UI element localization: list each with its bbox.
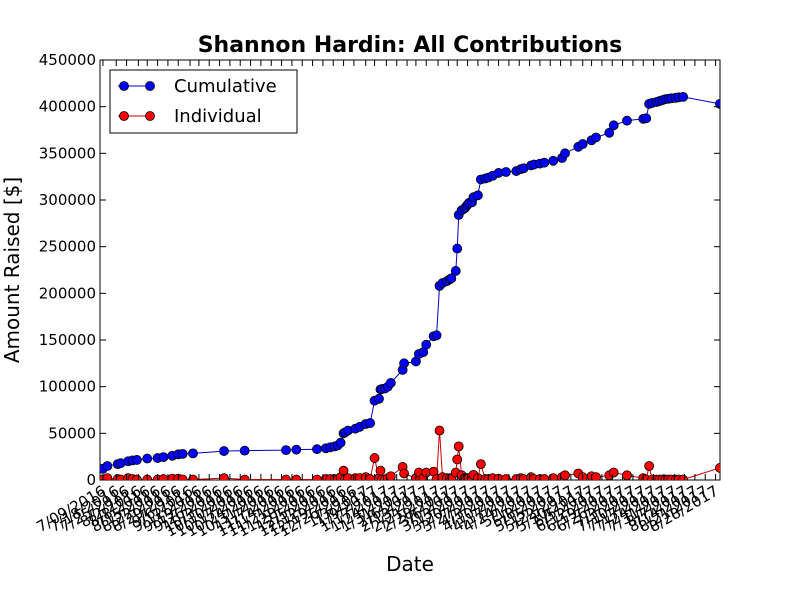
point-individual: [434, 425, 445, 436]
legend-label-individual: Individual: [174, 106, 262, 127]
point-individual: [385, 471, 396, 480]
point-cumulative: [641, 113, 652, 124]
point-cumulative: [421, 339, 432, 350]
y-tick-label: 300000: [39, 191, 96, 209]
point-cumulative: [678, 91, 688, 102]
point-cumulative: [548, 155, 559, 166]
point-cumulative: [177, 448, 188, 459]
legend-marker-cumulative: [119, 81, 129, 91]
point-cumulative: [431, 330, 442, 341]
point-individual: [369, 453, 380, 463]
x-axis-label: Date: [386, 552, 434, 576]
y-tick-label: 100000: [39, 378, 96, 396]
legend-marker-individual: [119, 111, 129, 121]
point-cumulative: [385, 378, 396, 388]
y-tick-label: 50000: [48, 424, 96, 442]
y-axis-ticks: 0 50000 100000 150000 200000 250000 300000 3500…: [39, 51, 720, 489]
point-cumulative: [560, 148, 570, 159]
point-cumulative: [472, 190, 483, 201]
point-cumulative: [291, 444, 302, 455]
point-cumulative: [188, 448, 198, 459]
point-individual: [644, 461, 655, 471]
axes-frame: [99, 59, 721, 481]
chart-title: Shannon Hardin: All Contributions: [198, 33, 623, 58]
point-individual: [375, 465, 386, 476]
point-cumulative: [450, 266, 461, 276]
point-cumulative: [501, 167, 511, 177]
point-cumulative: [604, 127, 615, 138]
legend-marker-individual-end: [145, 111, 155, 121]
point-cumulative: [452, 243, 463, 254]
point-individual: [132, 474, 142, 480]
legend-label-cumulative: Cumulative: [174, 76, 277, 97]
point-individual: [678, 474, 688, 480]
point-individual: [475, 459, 486, 470]
point-individual: [188, 474, 198, 480]
point-cumulative: [142, 453, 153, 464]
legend: Cumulative Individual: [109, 69, 298, 134]
point-individual: [501, 474, 511, 480]
point-cumulative: [715, 98, 720, 109]
point-individual: [622, 470, 632, 480]
point-cumulative: [281, 445, 291, 456]
point-individual: [453, 441, 464, 452]
point-cumulative: [539, 157, 550, 168]
point-cumulative: [622, 115, 632, 126]
point-cumulative: [374, 393, 384, 404]
point-cumulative: [335, 437, 346, 448]
point-cumulative: [446, 273, 457, 284]
point-cumulative: [365, 418, 376, 428]
y-tick-label: 450000: [39, 51, 96, 69]
y-axis-label: Amount Raised [$]: [0, 177, 24, 363]
point-cumulative: [312, 444, 322, 455]
y-tick-label: 0: [86, 471, 96, 489]
y-tick-label: 200000: [39, 284, 96, 302]
legend-marker-cumulative-end: [145, 81, 155, 91]
point-individual: [399, 468, 410, 479]
plot-area: [99, 59, 721, 481]
legend-box: [109, 69, 298, 134]
point-cumulative: [577, 139, 588, 149]
point-individual: [715, 462, 720, 473]
point-cumulative: [131, 455, 142, 465]
series-cumulative: [100, 91, 720, 474]
point-individual: [560, 470, 570, 480]
y-tick-label: 150000: [39, 331, 96, 349]
point-cumulative: [608, 120, 619, 131]
y-tick-label: 250000: [39, 238, 96, 256]
point-cumulative: [219, 446, 229, 456]
y-tick-label: 400000: [39, 98, 96, 116]
point-cumulative: [158, 452, 169, 463]
point-cumulative: [591, 132, 601, 143]
point-individual: [452, 454, 463, 465]
point-cumulative: [399, 358, 410, 369]
point-cumulative: [102, 461, 113, 471]
point-individual: [608, 467, 619, 478]
point-cumulative: [239, 445, 250, 456]
y-tick-label: 350000: [39, 144, 96, 162]
